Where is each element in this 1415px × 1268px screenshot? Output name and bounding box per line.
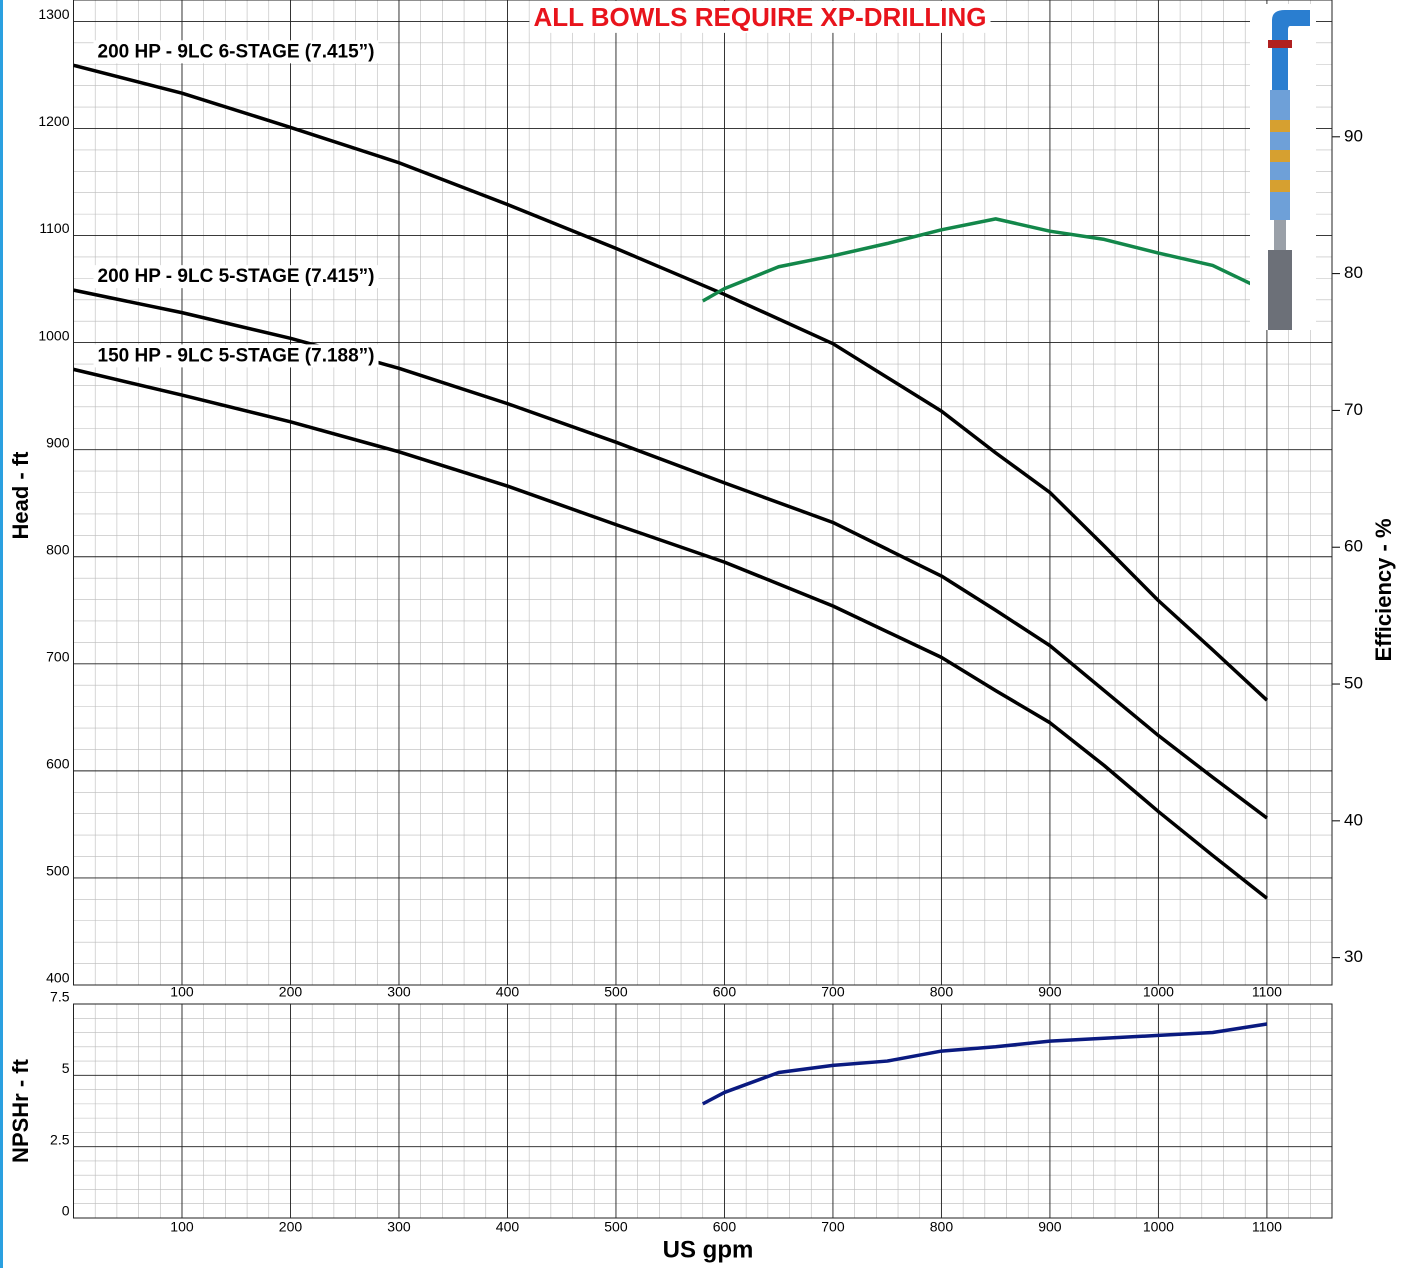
x-tick-label: 900 [1038, 984, 1062, 1000]
curve [701, 1022, 1268, 1106]
y-tick-label: 1000 [38, 327, 69, 343]
x-tick-label: 400 [496, 1219, 520, 1235]
x-tick-label: 500 [604, 1219, 628, 1235]
y-tick-label: 700 [46, 649, 70, 665]
y-tick-label: 1100 [39, 220, 69, 236]
frame-edge [0, 0, 3, 1268]
label-background [93, 344, 379, 368]
x-tick-label: 100 [170, 1219, 194, 1235]
y-tick-label: 7.5 [50, 989, 70, 1005]
x-tick-label: 300 [387, 1219, 411, 1235]
plots: 100 200 300 400 500 600 700 800 900 1000 110040050… [8, 0, 1396, 1263]
x-tick-label: 600 [713, 1219, 737, 1235]
y-tick-label: 400 [46, 970, 70, 986]
label-background [529, 0, 991, 33]
label-background [93, 40, 379, 64]
curve-label: 200 HP - 9LC 5-STAGE (7.415”) [98, 266, 375, 287]
pump-illustration [1250, 4, 1316, 330]
x-tick-label: 800 [930, 984, 954, 1000]
curve [73, 63, 1269, 702]
x-tick-label: 300 [387, 984, 411, 1000]
x-tick-label: 1000 [1143, 984, 1174, 1000]
y2-tick-label: 50 [1344, 674, 1363, 693]
y-tick-label: 5 [62, 1060, 70, 1076]
y-tick-label: 0 [62, 1203, 70, 1219]
y-axis-label: Head - ft [8, 451, 33, 540]
y-tick-label: 2.5 [50, 1131, 70, 1147]
y2-tick-label: 90 [1344, 126, 1363, 145]
y-tick-label: 1200 [38, 113, 69, 129]
plot-border [73, 1003, 1333, 1219]
chart-title: ALL BOWLS REQUIRE XP-DRILLING [533, 2, 986, 32]
y-tick-label: 800 [46, 541, 70, 557]
x-tick-label: 800 [930, 1219, 954, 1235]
y2-tick-label: 80 [1344, 263, 1363, 282]
curve [73, 367, 1268, 900]
x-tick-label: 200 [279, 1219, 303, 1235]
x-tick-label: 1100 [1252, 1219, 1282, 1235]
x-tick-label: 400 [496, 984, 520, 1000]
x-tick-label: 700 [821, 1219, 845, 1235]
x-tick-label: 1000 [1143, 1219, 1174, 1235]
curve [701, 217, 1268, 303]
y2-tick-label: 40 [1344, 810, 1363, 829]
x-tick-label: 900 [1038, 1219, 1062, 1235]
y2-axis-label: Efficiency - % [1371, 518, 1396, 661]
y-tick-label: 900 [46, 434, 70, 450]
x-tick-label: 600 [713, 984, 737, 1000]
y-tick-label: 500 [46, 863, 70, 879]
y2-tick-label: 60 [1344, 537, 1363, 556]
y-tick-label: 1300 [38, 6, 69, 22]
y-tick-label: 600 [46, 756, 70, 772]
y-axis-label: NPSHr - ft [8, 1058, 33, 1163]
x-tick-label: 200 [279, 984, 303, 1000]
x-axis-label: US gpm [663, 1236, 754, 1263]
x-tick-label: 700 [821, 984, 845, 1000]
x-tick-label: 500 [604, 984, 628, 1000]
y2-tick-label: 70 [1344, 400, 1363, 419]
y2-tick-label: 30 [1344, 947, 1363, 966]
plot-border [73, 0, 1333, 986]
x-tick-label: 100 [170, 984, 194, 1000]
curve-label: 200 HP - 9LC 6-STAGE (7.415”) [98, 41, 375, 62]
x-tick-label: 1100 [1252, 984, 1282, 1000]
curve-label: 150 HP - 9LC 5-STAGE (7.188”) [98, 345, 375, 366]
label-background [93, 265, 379, 289]
